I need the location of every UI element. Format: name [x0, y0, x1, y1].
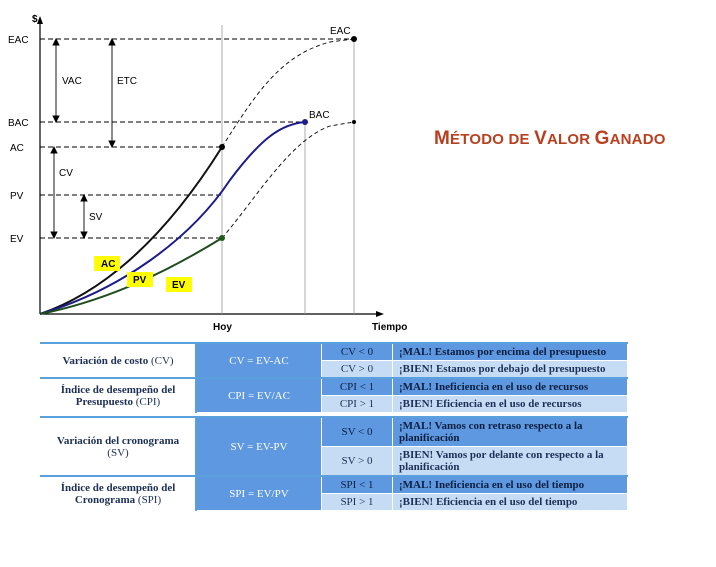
page-title: MÉTODO DE VALOR GANADO	[434, 128, 666, 149]
level-label-ac: AC	[10, 143, 24, 154]
eac-projection	[221, 38, 355, 148]
sv-arrow	[80, 193, 88, 240]
condition: SV < 0	[321, 416, 393, 447]
condition: SPI > 1	[321, 493, 393, 511]
level-label-bac: BAC	[8, 118, 29, 129]
table-row: Variación de costo (CV) CV = EV-AC CV < …	[40, 342, 628, 379]
x-axis-arrow	[376, 311, 384, 317]
metric-name: Variación de costo (CV)	[40, 342, 197, 379]
metric-formula: SV = EV-PV	[195, 416, 322, 477]
metric-formula: SPI = EV/PV	[195, 475, 322, 511]
cv-arrow	[50, 145, 58, 240]
table-row: SPI > 1 ¡BIEN! Eficiencia en el uso del …	[41, 493, 628, 511]
condition: CPI < 1	[321, 377, 393, 396]
table-row: Variación del cronograma (SV) SV = EV-PV…	[40, 416, 628, 477]
pv-tag-bg	[127, 272, 153, 287]
table-row: CV > 0 ¡BIEN! Estamos por debajo del pre…	[41, 360, 628, 379]
earned-value-table: Variación de costo (CV) CV = EV-AC CV < …	[40, 342, 628, 511]
ev-tag-bg	[166, 277, 192, 292]
x-axis-label: Tiempo	[372, 322, 407, 333]
condition-message: ¡BIEN! Eficiencia en el uso del tiempo	[392, 493, 628, 511]
ev-projection-end	[352, 120, 356, 124]
cv-label: CV	[59, 168, 73, 179]
table-row: CPI > 1 ¡BIEN! Eficiencia en el uso de r…	[41, 395, 628, 413]
condition: CPI > 1	[321, 395, 393, 413]
eac-point-label: EAC	[330, 26, 351, 37]
condition: SPI < 1	[321, 475, 393, 494]
level-label-pv: PV	[10, 191, 24, 202]
y-axis-label: $	[32, 14, 38, 25]
pv-tag: PV	[133, 275, 147, 286]
condition-message: ¡MAL! Vamos con retraso respecto a la pl…	[392, 416, 628, 447]
condition-message: ¡BIEN! Estamos por debajo del presupuest…	[392, 360, 628, 379]
metric-formula: CPI = EV/AC	[195, 377, 322, 413]
ac-curve	[39, 146, 223, 315]
ev-point	[219, 235, 225, 241]
level-label-eac: EAC	[8, 35, 29, 46]
ac-tag-bg	[94, 256, 120, 271]
etc-label: ETC	[117, 76, 137, 87]
vac-label: VAC	[62, 76, 82, 87]
condition: CV < 0	[321, 342, 393, 361]
eac-point	[351, 36, 357, 42]
condition-message: ¡MAL! Estamos por encima del presupuesto	[392, 342, 628, 361]
condition-message: ¡BIEN! Vamos por delante con respecto a …	[392, 446, 628, 477]
table-row: Índice de desempeño del Presupuesto (CPI…	[40, 377, 628, 413]
ev-projection	[221, 121, 355, 239]
condition-message: ¡MAL! Ineficiencia en el uso del tiempo	[392, 475, 628, 494]
condition: SV > 0	[321, 446, 393, 477]
ac-tag: AC	[101, 259, 115, 270]
metric-name: Variación del cronograma (SV)	[40, 416, 197, 477]
ev-tag: EV	[172, 280, 186, 291]
vac-arrow	[52, 37, 60, 124]
ac-point	[219, 144, 225, 150]
metric-formula: CV = EV-AC	[195, 342, 322, 379]
condition-message: ¡MAL! Ineficiencia en el uso de recursos	[392, 377, 628, 396]
condition-message: ¡BIEN! Eficiencia en el uso de recursos	[392, 395, 628, 413]
earned-value-chart: $ Tiempo Hoy EAC BAC AC PV EV VAC ETC CV…	[8, 14, 407, 333]
metric-name: Índice de desempeño del Cronograma (SPI)	[40, 475, 197, 511]
table-row: SV > 0 ¡BIEN! Vamos por delante con resp…	[41, 446, 628, 477]
bac-point	[302, 119, 308, 125]
hoy-label: Hoy	[213, 322, 232, 333]
bac-point-label: BAC	[309, 110, 330, 121]
level-label-ev: EV	[10, 234, 24, 245]
etc-arrow	[108, 37, 116, 149]
condition: CV > 0	[321, 360, 393, 379]
table-row: Índice de desempeño del Cronograma (SPI)…	[40, 475, 628, 511]
sv-label: SV	[89, 212, 103, 223]
pv-curve	[39, 121, 306, 315]
y-axis-arrow	[37, 16, 43, 24]
metric-name: Índice de desempeño del Presupuesto (CPI…	[40, 377, 197, 413]
table-gap	[40, 412, 628, 417]
